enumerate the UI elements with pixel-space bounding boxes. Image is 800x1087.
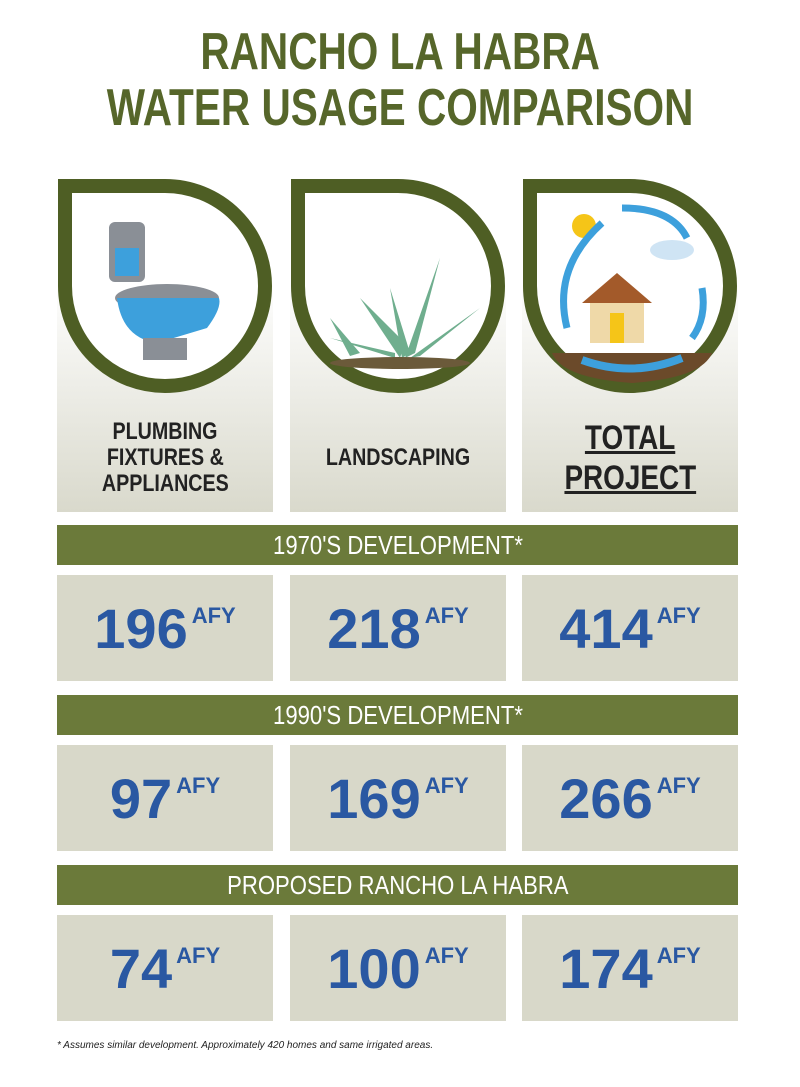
icon (291, 179, 505, 393)
column-label-line: LANDSCAPING (325, 444, 471, 471)
unit: AFY (424, 603, 469, 628)
value: 100 (327, 936, 421, 1000)
value-cell: 196 AFY (57, 575, 273, 681)
title: WATER USAGE COMPARISON (0, 80, 800, 136)
value-cell: 100 AFY (290, 915, 506, 1021)
value-cell: 169 AFY (290, 745, 506, 851)
value: 74 (109, 936, 173, 1000)
section-title: PROPOSED RANCHO LA HABRA (226, 870, 569, 900)
value: 218 (327, 596, 421, 660)
icon (58, 179, 272, 393)
section-header: PROPOSED RANCHO LA HABRA (57, 865, 738, 905)
section-header: 1990'S DEVELOPMENT* (57, 695, 738, 735)
value-cell: 266 AFY (522, 745, 738, 851)
value: 97 (109, 766, 173, 830)
column-label-line: TOTAL (584, 419, 676, 457)
value: 266 (559, 766, 653, 830)
section-header: 1970'S DEVELOPMENT* (57, 525, 738, 565)
column-label-line: PLUMBING (112, 418, 218, 445)
panel: LANDSCAPING (290, 178, 506, 512)
unit: AFY (656, 943, 701, 968)
value: 174 (559, 936, 653, 1000)
column-label: TOTAL PROJECT (522, 418, 738, 498)
unit: AFY (656, 773, 701, 798)
panel: TOTAL PROJECT (522, 178, 738, 512)
value-cell: 218 AFY (290, 575, 506, 681)
column-label-line: APPLIANCES (101, 470, 229, 497)
value: 169 (327, 766, 421, 830)
value-cell: 74 AFY (57, 915, 273, 1021)
value-cell: 414 AFY (522, 575, 738, 681)
footnote: * Assumes similar development. Approxima… (57, 1040, 434, 1051)
value-cell: 174 AFY (522, 915, 738, 1021)
panel: PLUMBING FIXTURES & APPLIANCES (57, 178, 273, 512)
unit: AFY (424, 943, 469, 968)
unit: AFY (176, 943, 221, 968)
column-label-line: PROJECT (564, 459, 696, 497)
title: RANCHO LA HABRA (0, 24, 800, 80)
title-line: WATER USAGE COMPARISON (106, 79, 694, 137)
value: 414 (559, 596, 653, 660)
section-title: 1970'S DEVELOPMENT* (272, 530, 523, 560)
value: 196 (94, 596, 188, 660)
column-label: PLUMBING FIXTURES & APPLIANCES (57, 418, 273, 498)
unit: AFY (656, 603, 701, 628)
value-cell: 97 AFY (57, 745, 273, 851)
unit: AFY (176, 773, 221, 798)
section-title: 1990'S DEVELOPMENT* (272, 700, 523, 730)
title-line: RANCHO LA HABRA (200, 23, 600, 81)
column-label-line: FIXTURES & (106, 444, 224, 471)
column-label: LANDSCAPING (290, 418, 506, 498)
icon (523, 179, 737, 393)
unit: AFY (191, 603, 236, 628)
unit: AFY (424, 773, 469, 798)
